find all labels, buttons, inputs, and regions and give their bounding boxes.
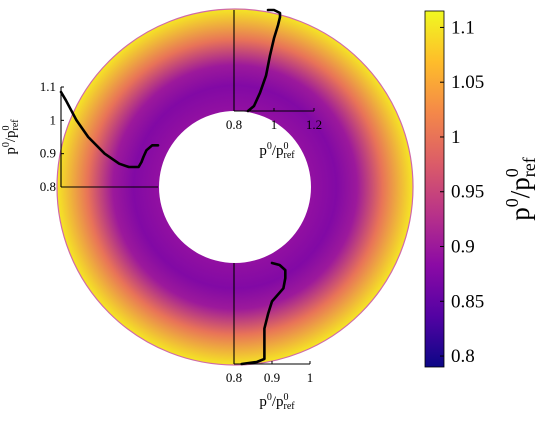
- profile-tick-label: 0.8: [226, 370, 242, 385]
- profile-axis-label: p0/p0ref: [1, 119, 21, 155]
- profile-axis-label-part: p: [259, 394, 267, 410]
- colorbar-label-sup-2: 0: [502, 168, 522, 177]
- profile-axis-label-part: /: [272, 143, 277, 159]
- colorbar-ticks: 0.8 0.85 0.9 0.95 1 1.05 1.1: [440, 17, 484, 367]
- colorbar-label-slash: /: [505, 190, 535, 198]
- profile-tick-label: 1.1: [40, 79, 56, 94]
- profile-tick-label: 0.8: [226, 117, 242, 132]
- profile-bottom: 0.8 0.9 1p0/p0 ref: [226, 261, 314, 412]
- colorbar-tick-label: 1.1: [451, 17, 475, 38]
- profile-axis-label-part: /: [272, 394, 277, 410]
- profile-axis-label-part: ref: [284, 150, 296, 161]
- profile-axis-label-part: 0: [284, 392, 289, 403]
- profile-axis-label-part: 0: [267, 392, 272, 403]
- profile-axis-label-part: p: [3, 147, 19, 155]
- profile-axis-label-part: 0: [1, 142, 12, 147]
- profile-axis-label-part: p: [276, 394, 284, 410]
- profile-top: 0.8 1 1.2p0/p0 ref: [226, 8, 322, 161]
- colorbar-tick-label: 0.8: [451, 346, 475, 367]
- profile-axis-label-part: p: [276, 143, 284, 159]
- profile-tick-label: 0.9: [264, 370, 280, 385]
- profile-tick-label: 1.2: [306, 117, 322, 132]
- profile-axis-label-part: 0: [1, 125, 12, 130]
- profile-axis-label-part: ref: [284, 401, 296, 412]
- annulus-contour: [56, 8, 414, 366]
- colorbar-tick-label: 0.95: [451, 182, 484, 203]
- profile-tick-label: 1: [50, 112, 57, 127]
- colorbar-label-sub: ref: [519, 157, 539, 177]
- colorbar-tick-label: 1: [451, 127, 461, 148]
- colorbar-tick-label: 1.05: [451, 72, 484, 93]
- profile-axis-label-part: 0: [284, 141, 289, 152]
- profile-axis-label-part: 0: [267, 141, 272, 152]
- colorbar-tick-label: 0.85: [451, 291, 484, 312]
- profile-curve: [59, 90, 160, 169]
- profile-curve: [246, 8, 282, 113]
- colorbar-label: p0/p0ref: [502, 157, 539, 221]
- profile-tick-label: 1: [271, 117, 278, 132]
- profile-tick-label: 0.9: [40, 146, 56, 161]
- profile-axis-label-part: /: [3, 137, 19, 142]
- colorbar-bar: [424, 10, 445, 368]
- profile-curve: [240, 261, 287, 366]
- profile-axis-label-part: p: [259, 143, 267, 159]
- profile-axis-label-part: ref: [10, 119, 21, 131]
- annulus-ring: [57, 9, 414, 365]
- profile-tick-label: 0.8: [40, 179, 56, 194]
- colorbar-label-main-2: p: [505, 177, 535, 191]
- profile-tick-label: 1: [307, 370, 314, 385]
- colorbar-label-main: p: [505, 207, 535, 221]
- colorbar-label-sup: 0: [502, 198, 522, 207]
- annulus-outer-edge: [56, 8, 414, 366]
- colorbar-tick-label: 0.9: [451, 237, 475, 258]
- profile-axis-label-part: p: [3, 130, 19, 138]
- profile-left: 0.80.911.1p0/p0ref: [1, 79, 160, 194]
